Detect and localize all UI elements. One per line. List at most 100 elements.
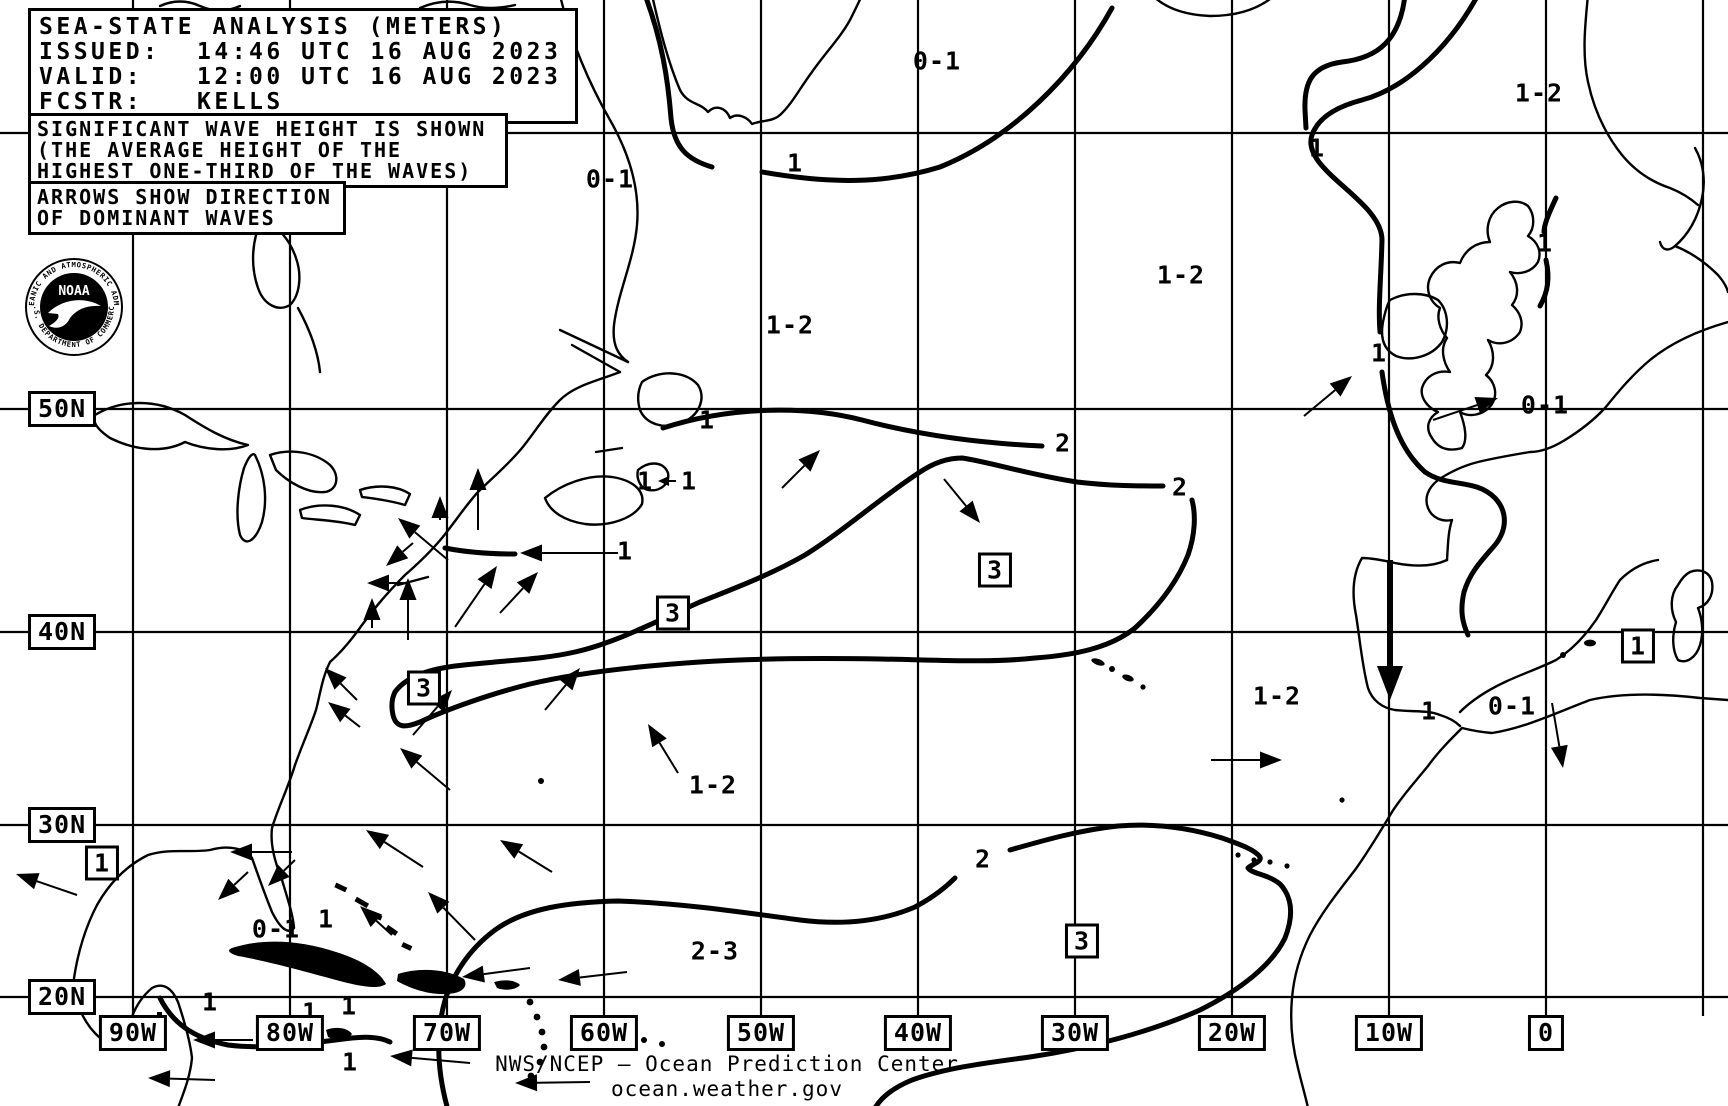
contour-1-norway-a: [1541, 195, 1559, 235]
wave-direction-arrow: [398, 518, 449, 561]
wave-direction-arrows: [16, 376, 1568, 1092]
lesser-antilles: [526, 998, 665, 1080]
lon-label-50w: 50W: [726, 1015, 796, 1051]
credit-text: NWS/NCEP — Ocean Prediction Center ocean…: [495, 1052, 959, 1102]
title-row-label: ISSUED:: [39, 39, 161, 65]
balearic-islands: [1560, 639, 1596, 658]
contour-1-iceland-segment: [1302, 0, 1407, 131]
wave-direction-arrow: [1303, 376, 1352, 417]
wave-direction-arrow: [148, 1070, 216, 1088]
wave-height-label-1-2: 1-2: [688, 770, 738, 800]
africa-mediterranean-coast: [1460, 693, 1728, 735]
wave-height-label-0-1: 0-1: [251, 914, 301, 944]
wave-height-label-1: 1: [680, 466, 698, 496]
wave-height-label-1: 1: [201, 987, 219, 1017]
arrows-note-line: OF DOMINANT WAVES: [37, 206, 276, 230]
wave-direction-arrow: [367, 574, 405, 592]
cape-breton: [636, 462, 670, 492]
wave-direction-arrow: [544, 668, 580, 711]
lon-label-70w: 70W: [412, 1015, 482, 1051]
lon-label-80w: 80W: [255, 1015, 325, 1051]
wave-height-label-1: 1: [1420, 696, 1438, 726]
wave-direction-arrow: [1432, 397, 1498, 421]
wave-direction-arrow: [428, 892, 476, 941]
wave-height-label-2: 2: [1054, 428, 1072, 458]
lat-label-20n: 20N: [28, 979, 97, 1015]
wave-height-label-1-2: 1-2: [1514, 78, 1564, 108]
lake-erie: [298, 504, 362, 527]
lon-label-0: 0: [1527, 1015, 1565, 1051]
lon-label-20w: 20W: [1197, 1015, 1267, 1051]
nova-scotia: [543, 475, 644, 526]
ireland: [1380, 292, 1449, 360]
wave-height-label-1: 1: [636, 466, 654, 496]
wave-height-label-1-2: 1-2: [765, 310, 815, 340]
wave-direction-arrow: [218, 871, 249, 900]
labrador-coast: [559, 0, 639, 364]
wave-direction-arrow: [268, 859, 296, 886]
wave-direction-arrow: [431, 496, 449, 520]
title-row-issued: ISSUED: 14:46 UTC 16 AUG 2023: [39, 40, 567, 65]
wave-direction-arrow: [16, 873, 78, 896]
wave-height-label-0-1: 0-1: [585, 164, 635, 194]
wave-direction-arrow: [499, 572, 538, 614]
wave-direction-arrow: [648, 724, 679, 774]
significant-wave-height-note: SIGNIFICANT WAVE HEIGHT IS SHOWN (THE AVE…: [28, 113, 508, 188]
wave-height-label-1: 1: [616, 536, 634, 566]
wave-height-label-1: 1: [786, 148, 804, 178]
africa-atlantic-coast: [1290, 726, 1464, 1106]
wave-height-note-line: HIGHEST ONE-THIRD OF THE WAVES): [37, 159, 473, 183]
wave-direction-arrow: [366, 830, 424, 868]
iberia-coast: [1352, 556, 1462, 728]
contour-1-hook-labrador: [644, 0, 715, 170]
lon-label-90w: 90W: [98, 1015, 168, 1051]
wave-height-label-0-1: 0-1: [1487, 691, 1537, 721]
lat-label-40n: 40N: [28, 614, 97, 650]
noaa-logo: NATIONAL OCEANIC AND ATMOSPHERIC ADMINIS…: [25, 258, 123, 356]
lat-label-30n: 30N: [28, 807, 97, 843]
wave-direction-arrow: [193, 1031, 253, 1049]
wave-direction-arrow: [558, 969, 628, 986]
wave-height-label-1: 1: [698, 405, 716, 435]
wave-direction-arrow: [462, 965, 531, 983]
wave-height-label-2: 2: [974, 844, 992, 874]
title-row-value: 14:46 UTC 16 AUG 2023: [197, 39, 562, 65]
wave-direction-arrow: [399, 578, 417, 640]
puerto-rico: [494, 980, 520, 990]
boxed-wave-height-label-1: 1: [84, 845, 120, 881]
wave-direction-arrow: [454, 566, 497, 628]
azores: [1091, 658, 1146, 690]
wave-height-label-1-2: 1-2: [1252, 681, 1302, 711]
wave-height-label-1: 1: [1370, 338, 1388, 368]
wave-direction-arrow: [1377, 560, 1403, 700]
wave-direction-arrow: [515, 1074, 591, 1092]
title-box: SEA-STATE ANALYSIS (METERS) ISSUED: 14:46…: [28, 8, 578, 124]
contour-2-south-east: [873, 822, 1294, 1106]
contour-1-nova-scotia: [442, 545, 518, 557]
bermuda: [538, 778, 544, 784]
wave-height-label-1: 1: [317, 904, 335, 934]
chart-title: SEA-STATE ANALYSIS (METERS): [39, 14, 508, 40]
contour-1-europe-lower: [1379, 369, 1507, 638]
seagull-icon: [48, 300, 101, 328]
arrows-direction-note: ARROWS SHOW DIRECTION OF DOMINANT WAVES: [28, 181, 346, 235]
title-row-value: KELLS: [197, 89, 284, 115]
james-bay: [251, 216, 322, 374]
wave-height-label-0-1: 0-1: [1520, 390, 1570, 420]
title-row-valid: VALID: 12:00 UTC 16 AUG 2023: [39, 65, 567, 90]
lake-superior: [93, 401, 250, 451]
cuba: [229, 941, 386, 987]
wave-direction-arrow: [520, 544, 618, 562]
logo-wordmark: NOAA: [58, 284, 89, 299]
lake-huron: [268, 450, 338, 494]
lake-michigan: [236, 453, 267, 543]
contour-2-south-west: [436, 875, 958, 1106]
credit-line2: ocean.weather.gov: [611, 1077, 843, 1101]
lake-ontario: [358, 485, 412, 507]
lon-label-10w: 10W: [1354, 1015, 1424, 1051]
denmark: [1658, 146, 1728, 294]
wave-height-label-1: 1: [346, 958, 364, 988]
credit-line1: NWS/NCEP — Ocean Prediction Center: [495, 1052, 959, 1076]
boxed-wave-height-label-3: 3: [406, 670, 442, 706]
norway-coast: [1583, 0, 1700, 207]
